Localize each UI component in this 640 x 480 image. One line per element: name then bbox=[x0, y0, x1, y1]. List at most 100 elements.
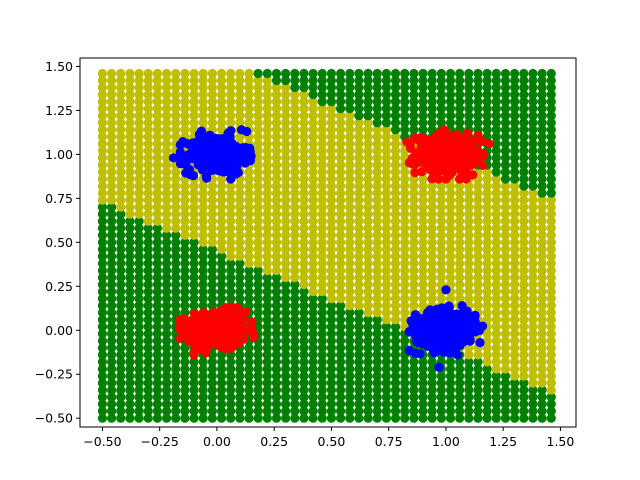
grid-point bbox=[207, 97, 217, 107]
data-point bbox=[457, 301, 467, 311]
grid-point bbox=[528, 294, 538, 304]
grid-point bbox=[546, 75, 556, 86]
grid-point bbox=[253, 223, 263, 233]
grid-point bbox=[473, 188, 483, 198]
grid-point bbox=[107, 209, 117, 219]
grid-point bbox=[326, 160, 337, 170]
grid-point bbox=[171, 68, 181, 79]
grid-point bbox=[116, 111, 126, 121]
grid-point bbox=[381, 237, 391, 247]
grid-point bbox=[180, 244, 190, 254]
grid-point bbox=[455, 118, 465, 128]
data-point bbox=[242, 126, 252, 137]
grid-point bbox=[445, 265, 456, 276]
grid-point bbox=[482, 329, 492, 339]
grid-point bbox=[390, 357, 401, 367]
grid-point bbox=[537, 118, 547, 128]
grid-point bbox=[171, 406, 181, 416]
grid-point bbox=[473, 301, 483, 311]
grid-point bbox=[152, 336, 162, 346]
grid-point bbox=[281, 265, 291, 276]
grid-point bbox=[400, 223, 410, 233]
grid-point bbox=[418, 258, 428, 269]
grid-point bbox=[97, 413, 108, 423]
grid-point bbox=[381, 68, 391, 79]
grid-point bbox=[363, 104, 373, 114]
grid-point bbox=[464, 82, 474, 93]
grid-point bbox=[216, 216, 227, 226]
grid-point bbox=[299, 371, 309, 381]
grid-point bbox=[491, 279, 501, 290]
grid-point bbox=[290, 265, 300, 276]
grid-point bbox=[107, 357, 117, 367]
grid-point bbox=[143, 153, 153, 163]
grid-point bbox=[464, 286, 474, 297]
grid-point bbox=[152, 413, 162, 423]
grid-point bbox=[510, 392, 520, 402]
grid-point bbox=[235, 111, 245, 121]
grid-point bbox=[97, 104, 108, 114]
grid-point bbox=[519, 413, 529, 423]
grid-point bbox=[281, 195, 291, 205]
grid-point bbox=[171, 350, 181, 360]
grid-point bbox=[372, 406, 382, 416]
grid-point bbox=[464, 413, 474, 423]
grid-point bbox=[216, 89, 227, 100]
grid-point bbox=[390, 89, 401, 100]
grid-point bbox=[372, 301, 382, 311]
grid-point bbox=[381, 139, 391, 149]
grid-point bbox=[436, 118, 446, 128]
grid-point bbox=[510, 336, 520, 346]
grid-point bbox=[317, 202, 327, 212]
grid-point bbox=[161, 181, 172, 191]
grid-point bbox=[537, 279, 547, 290]
grid-point bbox=[427, 406, 437, 416]
grid-point bbox=[528, 272, 538, 283]
grid-point bbox=[216, 350, 227, 360]
data-point bbox=[235, 325, 245, 335]
grid-point bbox=[171, 174, 181, 184]
grid-point bbox=[354, 195, 364, 205]
grid-point bbox=[546, 301, 556, 311]
grid-point bbox=[409, 111, 419, 121]
grid-point bbox=[290, 301, 300, 311]
grid-point bbox=[262, 272, 272, 283]
grid-point bbox=[546, 146, 556, 156]
grid-point bbox=[482, 104, 492, 114]
grid-point bbox=[281, 315, 291, 325]
grid-point bbox=[290, 174, 300, 184]
grid-point bbox=[546, 329, 556, 339]
grid-point bbox=[436, 216, 446, 226]
grid-point bbox=[400, 399, 410, 409]
grid-point bbox=[390, 294, 401, 304]
grid-point bbox=[171, 237, 181, 247]
grid-point bbox=[381, 82, 391, 93]
grid-point bbox=[354, 237, 364, 247]
grid-point bbox=[473, 230, 483, 240]
grid-point bbox=[235, 89, 245, 100]
grid-point bbox=[345, 174, 355, 184]
grid-point bbox=[253, 153, 263, 163]
grid-point bbox=[281, 230, 291, 240]
grid-point bbox=[161, 139, 172, 149]
grid-point bbox=[143, 75, 153, 86]
grid-point bbox=[546, 385, 556, 395]
grid-point bbox=[482, 237, 492, 247]
grid-point bbox=[335, 406, 346, 416]
grid-point bbox=[235, 357, 245, 367]
grid-point bbox=[207, 209, 217, 219]
grid-point bbox=[317, 125, 327, 135]
grid-point bbox=[519, 209, 529, 219]
grid-point bbox=[116, 392, 126, 402]
grid-point bbox=[253, 216, 263, 226]
grid-point bbox=[161, 301, 172, 311]
grid-point bbox=[537, 237, 547, 247]
grid-point bbox=[97, 195, 108, 205]
grid-point bbox=[335, 68, 346, 79]
grid-point bbox=[381, 174, 391, 184]
grid-point bbox=[152, 118, 162, 128]
grid-point bbox=[528, 336, 538, 346]
grid-point bbox=[107, 118, 117, 128]
grid-point bbox=[143, 195, 153, 205]
